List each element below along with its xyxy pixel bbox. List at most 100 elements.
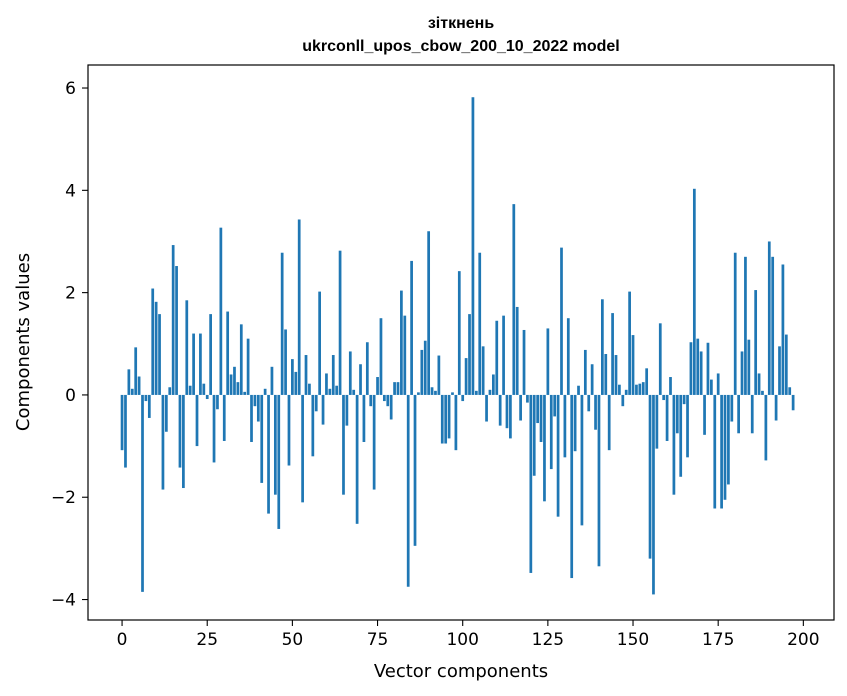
bar-component-149 — [628, 291, 631, 395]
bars-layer — [120, 97, 795, 595]
bar-component-104 — [474, 390, 478, 395]
bar-component-187 — [757, 373, 761, 395]
bar-component-159 — [662, 394, 666, 401]
y-tick-label: −4 — [51, 591, 76, 611]
bar-component-144 — [611, 313, 614, 395]
bar-component-75 — [376, 377, 379, 395]
bar-component-124 — [543, 394, 546, 502]
bar-component-96 — [447, 394, 451, 439]
x-tick-label: 50 — [282, 630, 304, 650]
bar-component-19 — [185, 300, 189, 395]
bar-component-141 — [601, 299, 604, 395]
bar-component-119 — [526, 394, 529, 403]
bar-component-22 — [195, 394, 199, 447]
bar-component-77 — [382, 394, 386, 402]
bar-component-99 — [457, 271, 461, 395]
bar-component-175 — [716, 373, 720, 395]
bar-component-166 — [686, 394, 689, 458]
bar-component-34 — [236, 382, 240, 395]
bar-component-116 — [515, 306, 519, 395]
bar-component-189 — [764, 394, 768, 461]
bar-component-108 — [488, 389, 492, 395]
bar-component-97 — [451, 392, 454, 395]
bar-component-28 — [216, 394, 219, 410]
bar-component-6 — [141, 394, 144, 592]
bar-component-125 — [546, 328, 550, 395]
bar-component-4 — [134, 347, 138, 395]
bar-component-38 — [250, 394, 253, 442]
x-tick-label: 0 — [117, 630, 128, 650]
bar-component-68 — [352, 389, 356, 395]
bar-component-56 — [311, 394, 315, 457]
bar-component-62 — [331, 355, 335, 395]
y-tick-label: 4 — [65, 181, 76, 201]
bar-component-42 — [263, 388, 267, 395]
bar-component-182 — [740, 351, 744, 395]
bar-component-157 — [655, 394, 659, 449]
bar-component-55 — [308, 383, 311, 395]
x-axis-label: Vector components — [374, 661, 548, 682]
bar-component-95 — [444, 394, 448, 444]
bar-component-30 — [222, 394, 226, 441]
bar-component-193 — [778, 346, 781, 395]
bar-component-60 — [325, 373, 328, 395]
bar-component-145 — [614, 355, 618, 395]
bar-component-135 — [580, 394, 584, 526]
bar-component-46 — [277, 394, 281, 529]
bar-component-86 — [413, 394, 417, 546]
bar-component-177 — [723, 394, 727, 500]
bar-component-27 — [212, 394, 216, 463]
bar-component-162 — [672, 394, 676, 495]
bar-component-148 — [624, 389, 628, 395]
bar-component-105 — [478, 252, 482, 395]
x-tick-label: 100 — [446, 630, 478, 650]
bar-component-10 — [154, 301, 158, 395]
bar-component-81 — [396, 382, 400, 395]
bar-component-8 — [147, 394, 151, 418]
bar-component-25 — [205, 394, 209, 400]
bar-component-194 — [781, 264, 785, 395]
bar-component-172 — [706, 342, 710, 395]
bar-component-69 — [355, 394, 359, 524]
x-tick-label: 150 — [617, 630, 649, 650]
bar-component-106 — [481, 346, 485, 395]
bar-component-89 — [423, 340, 427, 395]
bar-component-126 — [549, 394, 553, 470]
bar-component-184 — [747, 339, 751, 395]
bar-component-112 — [502, 315, 505, 395]
bar-component-67 — [348, 351, 352, 395]
x-tick-label: 125 — [532, 630, 564, 650]
bar-component-53 — [301, 394, 304, 503]
bar-component-165 — [682, 394, 686, 405]
bar-component-158 — [658, 323, 662, 395]
bar-component-123 — [539, 394, 543, 442]
bar-component-61 — [328, 388, 332, 395]
bar-component-192 — [774, 394, 778, 421]
bar-component-152 — [638, 383, 642, 395]
bar-component-20 — [188, 385, 192, 395]
bar-component-23 — [199, 333, 202, 395]
chart-subtitle: ukrconll_upos_cbow_200_10_2022 model — [302, 38, 619, 55]
x-tick-label: 75 — [367, 630, 389, 650]
bar-component-101 — [464, 358, 468, 395]
bar-component-5 — [137, 376, 141, 395]
bar-component-64 — [338, 250, 342, 395]
bar-component-94 — [440, 394, 444, 444]
bar-component-132 — [570, 394, 574, 579]
bar-component-190 — [767, 241, 771, 395]
x-tick-label: 175 — [702, 630, 734, 650]
bar-component-9 — [151, 288, 155, 395]
bar-component-139 — [594, 394, 597, 430]
y-tick-label: 2 — [65, 284, 76, 304]
bar-component-127 — [553, 394, 557, 417]
bar-component-122 — [536, 394, 540, 424]
bar-component-80 — [393, 382, 396, 395]
bar-component-181 — [737, 394, 740, 434]
bar-component-169 — [696, 338, 700, 395]
bar-component-170 — [699, 351, 703, 395]
bar-component-83 — [403, 315, 407, 395]
bar-component-113 — [505, 394, 509, 429]
bar-component-14 — [168, 387, 172, 395]
